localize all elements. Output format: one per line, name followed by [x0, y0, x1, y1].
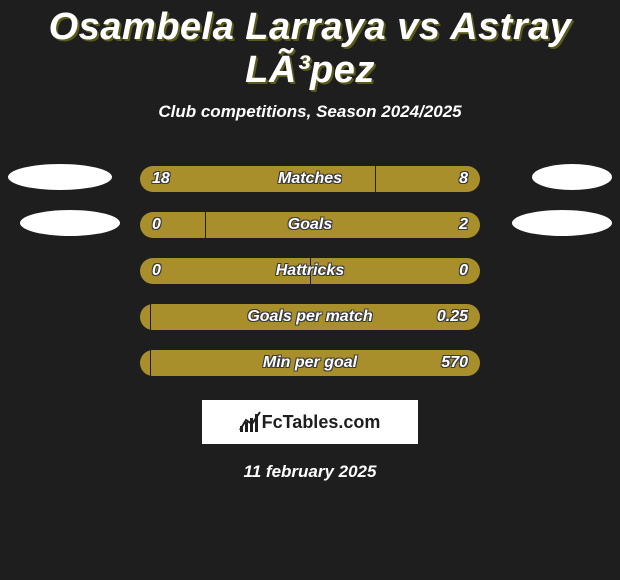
stat-label: Matches [140, 166, 480, 192]
stat-label: Min per goal [140, 350, 480, 376]
stat-row: 0Goals2 [0, 200, 620, 246]
stat-bar: Goals per match0.25 [140, 304, 480, 330]
stat-right-value: 2 [459, 212, 468, 238]
logo-box: FcTables.com [202, 400, 418, 444]
stat-bar: 0Goals2 [140, 212, 480, 238]
stat-label: Hattricks [140, 258, 480, 284]
left-oval-icon [20, 210, 120, 236]
left-oval-icon [8, 164, 112, 190]
logo-bars-icon [240, 412, 258, 432]
stat-row: Goals per match0.25 [0, 292, 620, 338]
right-oval-icon [532, 164, 612, 190]
comparison-date: 11 february 2025 [0, 462, 620, 482]
comparison-subtitle: Club competitions, Season 2024/2025 [0, 102, 620, 122]
stat-row: Min per goal570 [0, 338, 620, 384]
stat-bar: 0Hattricks0 [140, 258, 480, 284]
stat-right-value: 0 [459, 258, 468, 284]
right-oval-icon [512, 210, 612, 236]
stat-row: 18Matches8 [0, 154, 620, 200]
stat-bar: Min per goal570 [140, 350, 480, 376]
stat-right-value: 8 [459, 166, 468, 192]
logo-text: FcTables.com [262, 412, 381, 433]
stat-label: Goals per match [140, 304, 480, 330]
stat-label: Goals [140, 212, 480, 238]
comparison-title: Osambela Larraya vs Astray LÃ³pez [0, 6, 620, 92]
stat-right-value: 0.25 [437, 304, 468, 330]
stat-row: 0Hattricks0 [0, 246, 620, 292]
stat-bar: 18Matches8 [140, 166, 480, 192]
stat-right-value: 570 [441, 350, 468, 376]
comparison-rows: 18Matches80Goals20Hattricks0Goals per ma… [0, 154, 620, 384]
